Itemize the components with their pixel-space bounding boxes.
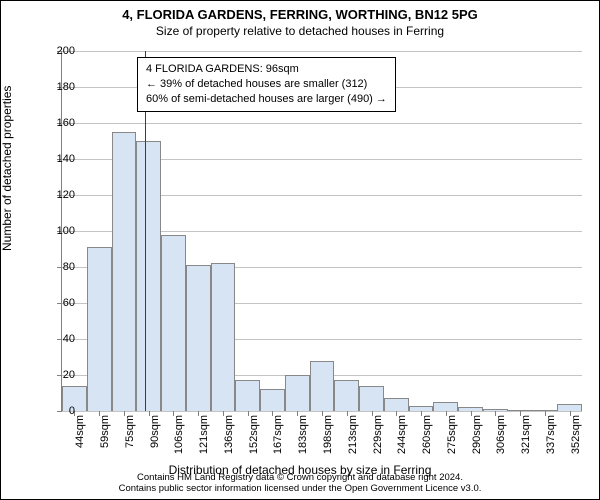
xtick-label: 275sqm [446, 415, 458, 465]
xtick-label: 337sqm [545, 415, 557, 465]
histogram-bar [136, 141, 161, 411]
ytick-label: 120 [57, 189, 75, 201]
ytick-label: 80 [63, 261, 75, 273]
ytick-mark [57, 411, 62, 412]
xtick-label: 244sqm [396, 415, 408, 465]
ytick-label: 160 [57, 117, 75, 129]
ytick-mark [57, 303, 62, 304]
y-axis-label: Number of detached properties [0, 86, 14, 251]
xtick-label: 321sqm [520, 415, 532, 465]
chart-title-sub: Size of property relative to detached ho… [1, 24, 599, 38]
xtick-label: 121sqm [198, 415, 210, 465]
ytick-label: 0 [69, 405, 75, 417]
histogram-bar [384, 398, 409, 411]
histogram-bar [211, 263, 236, 411]
histogram-bar [310, 361, 335, 411]
ytick-label: 140 [57, 153, 75, 165]
ytick-label: 20 [63, 369, 75, 381]
xtick-label: 198sqm [322, 415, 334, 465]
info-line-3: 60% of semi-detached houses are larger (… [146, 92, 387, 107]
histogram-bar [161, 235, 186, 411]
histogram-bar [186, 265, 211, 411]
xtick-label: 352sqm [570, 415, 582, 465]
ytick-mark [57, 375, 62, 376]
xtick-label: 44sqm [74, 415, 86, 465]
ytick-label: 60 [63, 297, 75, 309]
ytick-label: 200 [57, 45, 75, 57]
xtick-label: 59sqm [99, 415, 111, 465]
footer-attribution: Contains HM Land Registry data © Crown c… [1, 473, 599, 495]
xtick-label: 290sqm [471, 415, 483, 465]
ytick-label: 100 [57, 225, 75, 237]
info-line-1: 4 FLORIDA GARDENS: 96sqm [146, 62, 387, 77]
info-line-2: ← 39% of detached houses are smaller (31… [146, 77, 387, 92]
info-box: 4 FLORIDA GARDENS: 96sqm ← 39% of detach… [137, 57, 396, 112]
xtick-label: 75sqm [124, 415, 136, 465]
histogram-bar [235, 380, 260, 411]
xtick-label: 306sqm [495, 415, 507, 465]
histogram-bar [433, 402, 458, 411]
histogram-bar [112, 132, 137, 411]
xtick-label: 167sqm [272, 415, 284, 465]
ytick-mark [57, 267, 62, 268]
ytick-label: 180 [57, 81, 75, 93]
chart-container: 4, FLORIDA GARDENS, FERRING, WORTHING, B… [0, 0, 600, 500]
histogram-bar [87, 247, 112, 411]
gridline [62, 51, 582, 52]
gridline [62, 123, 582, 124]
plot-area: 44sqm59sqm75sqm90sqm106sqm121sqm136sqm15… [61, 51, 582, 412]
histogram-bar [557, 404, 582, 411]
xtick-label: 183sqm [297, 415, 309, 465]
histogram-bar [260, 389, 285, 411]
histogram-bar [334, 380, 359, 411]
xtick-label: 90sqm [149, 415, 161, 465]
footer-line-2: Contains public sector information licen… [1, 484, 599, 495]
xtick-label: 152sqm [248, 415, 260, 465]
xtick-label: 136sqm [223, 415, 235, 465]
histogram-bar [285, 375, 310, 411]
xtick-label: 106sqm [173, 415, 185, 465]
xtick-label: 260sqm [421, 415, 433, 465]
xtick-label: 229sqm [372, 415, 384, 465]
histogram-bar [359, 386, 384, 411]
ytick-mark [57, 339, 62, 340]
ytick-label: 40 [63, 333, 75, 345]
chart-title-main: 4, FLORIDA GARDENS, FERRING, WORTHING, B… [1, 7, 599, 22]
xtick-label: 213sqm [347, 415, 359, 465]
